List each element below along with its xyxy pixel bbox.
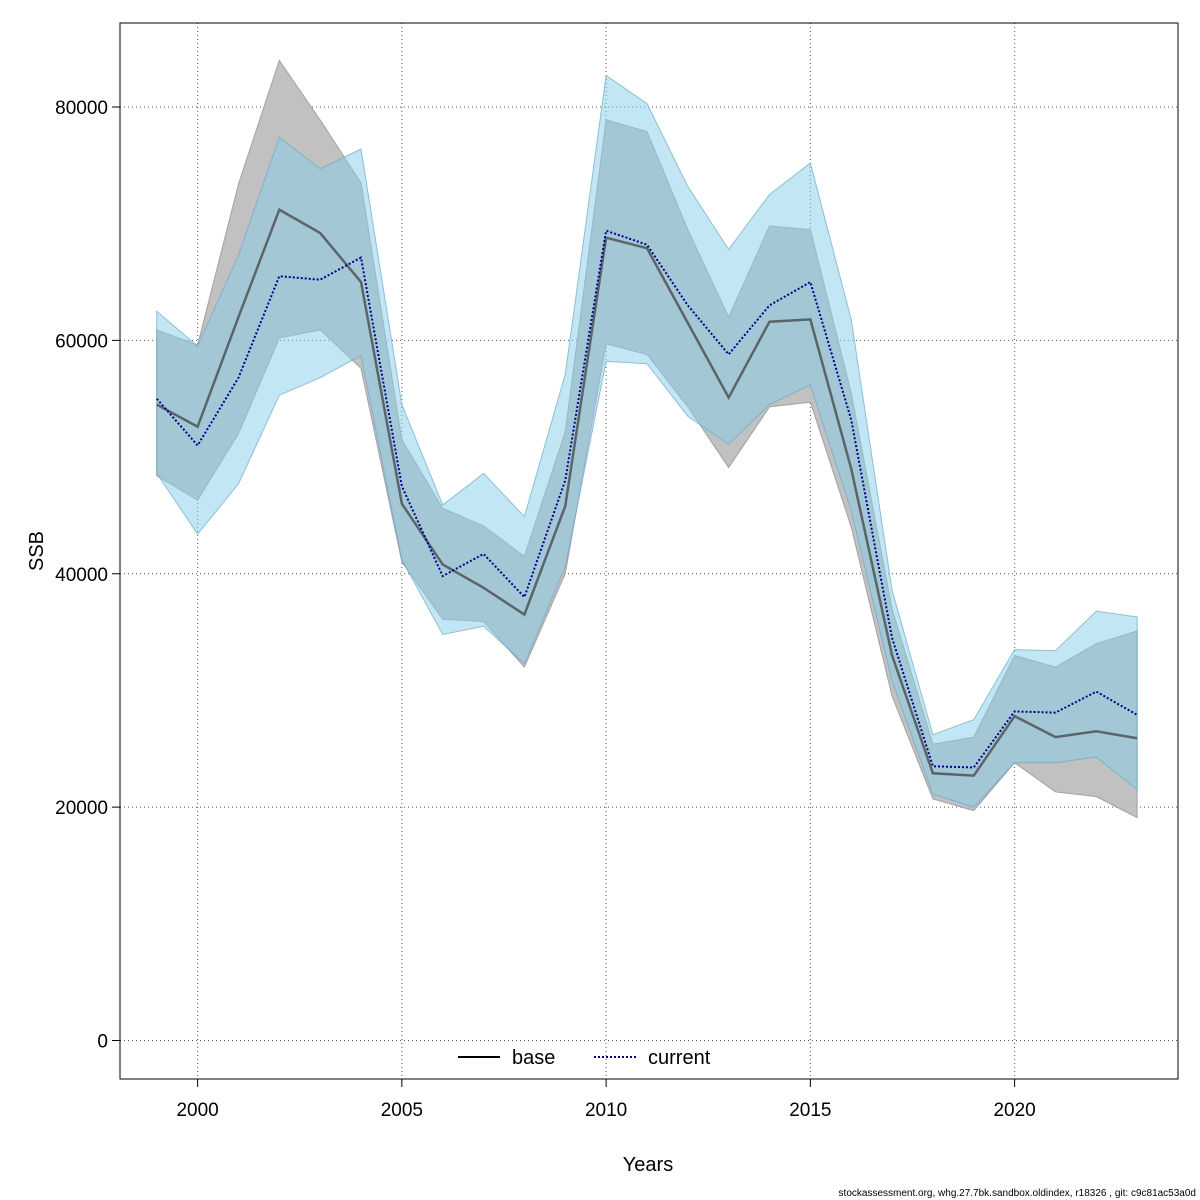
y-axis: 0 20000 40000 60000 80000 [55,98,120,1052]
y-tick-label: 40000 [55,565,108,586]
y-tick-label: 80000 [55,98,108,119]
x-axis-title: Years [623,1154,673,1176]
legend: base current [458,1047,711,1069]
band-current [156,74,1138,808]
x-axis: 2000 2005 2010 2015 2020 [176,1079,1036,1121]
plot-frame [119,22,1179,1080]
x-tick-label: 2005 [381,1100,423,1121]
legend-label-base: base [512,1047,555,1069]
x-tick-label: 2010 [585,1100,627,1121]
y-tick-label: 20000 [55,798,108,819]
series-lines [156,207,1138,777]
confidence-bands [156,59,1138,819]
y-tick-label: 60000 [55,331,108,352]
y-axis-title: SSB [26,531,48,571]
footer-note: stockassessment.org, whg.27.7bk.sandbox.… [839,1188,1196,1199]
x-tick-label: 2015 [789,1100,831,1121]
x-tick-label: 2000 [176,1100,218,1121]
line-base [156,207,1138,777]
x-tick-label: 2020 [993,1100,1035,1121]
y-tick-label: 0 [97,1031,108,1052]
legend-label-current: current [648,1047,711,1069]
